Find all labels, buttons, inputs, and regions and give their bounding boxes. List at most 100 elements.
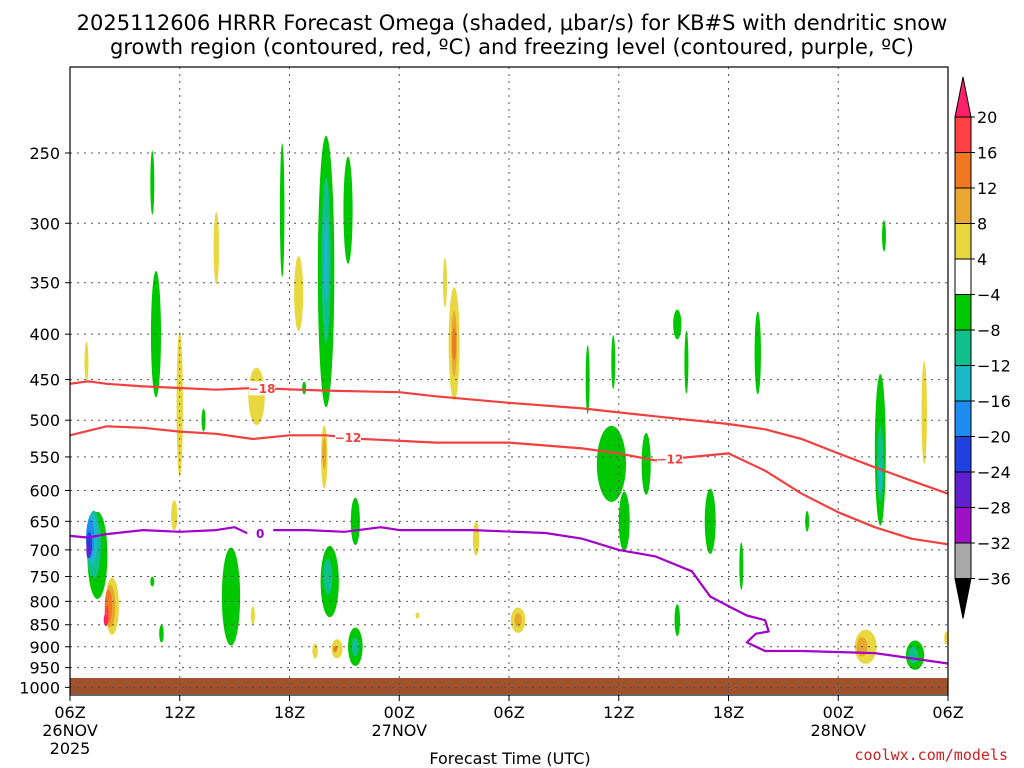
x-year-label-0: 2025	[50, 739, 91, 758]
colorbar-label-4: 4	[977, 250, 987, 269]
colorbar-top-arrow	[954, 76, 972, 118]
omega-region-53	[673, 309, 682, 340]
x-tick-label-48: 06Z	[932, 703, 963, 722]
omega-region-50	[611, 335, 616, 389]
omega-region-29	[343, 156, 353, 264]
y-tick-label-950: 950	[29, 659, 60, 678]
colorbar-segment-5	[954, 258, 972, 295]
x-tick-label-36: 18Z	[713, 703, 744, 722]
omega-region-23	[279, 143, 285, 278]
colorbar-segment-6	[954, 294, 972, 331]
contour-label-bg-3	[247, 526, 274, 541]
omega-region-28	[323, 218, 329, 302]
omega-region-15	[171, 500, 178, 531]
colorbar-label-1: 16	[977, 144, 997, 163]
contour-label-bg-2	[656, 452, 683, 467]
omega-region-60	[881, 220, 886, 252]
grid-lines	[69, 67, 949, 695]
omega-region-31	[322, 437, 327, 470]
y-tick-label-350: 350	[29, 274, 60, 293]
colorbar-label-6: −8	[977, 321, 1001, 340]
x-tick-label-6: 12Z	[164, 703, 195, 722]
colorbar-segment-7	[954, 329, 972, 366]
contour-line-0	[69, 380, 949, 495]
omega-region-58	[754, 311, 761, 395]
colorbar-segment-10	[954, 436, 972, 473]
contour-label-3: 0	[256, 527, 264, 541]
colorbar-segment-9	[954, 400, 972, 437]
omega-region-59	[805, 510, 810, 532]
colorbar-segment-11	[954, 471, 972, 508]
omega-region-19	[213, 211, 220, 285]
x-tick-label-12: 18Z	[274, 703, 305, 722]
x-date-label-18: 27NOV	[371, 721, 427, 740]
omega-region-21	[248, 367, 265, 426]
omega-region-16	[150, 576, 155, 587]
colorbar-label-8: −16	[977, 392, 1011, 411]
colorbar-segment-2	[954, 152, 972, 189]
y-tick-label-750: 750	[29, 567, 60, 586]
omega-region-34	[350, 497, 360, 546]
contour-line-2	[655, 452, 949, 546]
contour-label-0: −18	[249, 382, 276, 396]
x-tick-label-24: 06Z	[493, 703, 524, 722]
y-tick-label-700: 700	[29, 541, 60, 560]
colorbar-label-12: −32	[977, 534, 1011, 553]
omega-region-69	[944, 631, 949, 645]
contour-line-1	[69, 425, 656, 462]
y-tick-label-1000: 1000	[19, 678, 60, 697]
y-tick-label-250: 250	[29, 144, 60, 163]
omega-region-24	[294, 255, 304, 332]
y-tick-label-400: 400	[29, 325, 60, 344]
y-tick-label-800: 800	[29, 592, 60, 611]
x-axis-label: Forecast Time (UTC)	[429, 749, 590, 768]
omega-region-17	[159, 624, 164, 643]
colorbar-segment-12	[954, 507, 972, 544]
colorbar-label-2: 12	[977, 179, 997, 198]
colorbar-segment-4	[954, 223, 972, 260]
chart-title-line-2: growth region (contoured, red, ºC) and f…	[110, 35, 914, 59]
omega-region-47	[514, 613, 522, 628]
y-tick-label-600: 600	[29, 481, 60, 500]
omega-region-40	[442, 257, 447, 308]
x-date-label-0: 26NOV	[42, 721, 98, 740]
omega-region-56	[704, 488, 716, 555]
omega-region-11	[84, 341, 89, 383]
omega-region-68	[908, 646, 919, 664]
colorbar-segment-3	[954, 187, 972, 224]
contour-lines: −18 −12 −12 0	[69, 380, 949, 665]
omega-region-64	[921, 360, 927, 464]
omega-region-43	[452, 327, 457, 361]
colorbar-label-11: −28	[977, 499, 1011, 518]
contour-line-3	[69, 526, 949, 665]
y-tick-label-650: 650	[29, 512, 60, 531]
omega-region-57	[739, 542, 744, 590]
colorbar-label-5: −4	[977, 286, 1001, 305]
x-date-label-42: 28NOV	[810, 721, 866, 740]
colorbar-segment-8	[954, 365, 972, 402]
y-tick-label-300: 300	[29, 214, 60, 233]
contour-label-1: −12	[335, 431, 362, 445]
y-tick-label-550: 550	[29, 448, 60, 467]
colorbar-label-0: 20	[977, 108, 997, 127]
chart-title-line-1: 2025112606 HRRR Forecast Omega (shaded, …	[77, 11, 948, 35]
contour-label-bg-1	[335, 430, 362, 445]
colorbar-label-10: −24	[977, 463, 1011, 482]
omega-region-49	[596, 425, 627, 502]
contour-label-bg-0	[249, 381, 276, 396]
omega-region-37	[312, 643, 318, 659]
x-tick-label-18: 00Z	[384, 703, 415, 722]
contour-label-2: −12	[657, 453, 684, 467]
colorbar-segment-13	[954, 542, 972, 579]
y-tick-label-500: 500	[29, 411, 60, 430]
colorbar-label-3: 8	[977, 215, 987, 234]
omega-region-45	[415, 612, 420, 619]
x-tick-label-30: 12Z	[603, 703, 634, 722]
omega-region-10	[103, 614, 108, 626]
omega-region-39	[333, 645, 338, 653]
omega-shading	[84, 135, 949, 670]
omega-region-63	[878, 462, 883, 493]
omega-region-33	[323, 558, 333, 595]
omega-region-13	[150, 150, 155, 215]
